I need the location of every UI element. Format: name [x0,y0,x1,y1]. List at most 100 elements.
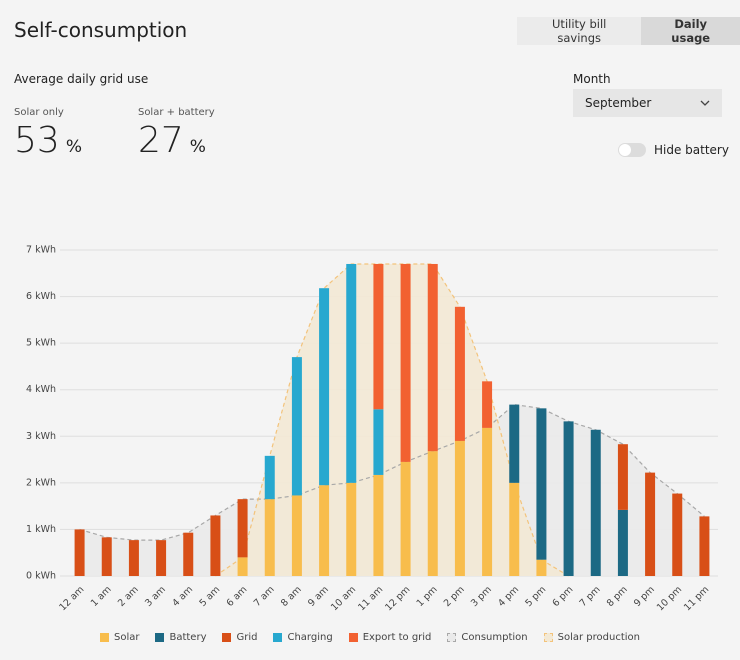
bar-segment [645,472,656,576]
area-fill [215,263,569,576]
legend-item: Grid [222,632,257,643]
x-tick-label: 9 pm [632,584,657,609]
x-tick-label: 11 am [356,584,385,613]
stat-value-row: 53% [14,120,82,161]
x-tick-label: 3 pm [469,584,494,609]
bar-segment [319,485,330,576]
stats: Solar only 53% Solar + battery 27% [14,107,215,161]
legend-label: Solar [113,632,140,643]
bar-segment [128,540,139,576]
bar-segment [210,515,221,576]
bar-segment [590,429,601,576]
x-tick-label: 9 am [306,584,331,609]
x-tick-label: 2 pm [442,584,467,609]
legend-swatch [447,633,457,642]
legend-label: Consumption [461,632,528,643]
tab[interactable]: Daily usage [641,17,740,45]
x-tick-label: 2 am [116,584,141,609]
legend-label: Battery [169,632,207,643]
x-tick-label: 7 pm [578,584,603,609]
x-tick-label: 7 am [252,584,277,609]
bar-segment [373,409,384,475]
legend-swatch [99,633,109,642]
summary-heading: Average daily grid use [14,72,149,86]
x-tick-label: 6 am [225,584,250,609]
bar-segment [427,451,438,576]
bar-segment [482,381,493,428]
x-tick-label: 6 pm [550,584,575,609]
bar-segment [427,263,438,452]
bar-segment [699,516,710,576]
y-tick-label: 4 kWh [26,384,56,395]
stat-label: Solar only [14,107,64,118]
tab-group: Utility bill savings Daily usage [517,17,740,45]
stat-unit: % [189,137,206,157]
legend-item: Solar production [543,632,640,643]
x-tick-label: 4 am [170,584,195,609]
y-tick-label: 1 kWh [26,524,56,535]
x-tick-label: 12 am [57,584,86,613]
x-tick-label: 1 pm [415,584,440,609]
stat-value-row: 27% [138,120,215,161]
bar-segment [101,537,112,576]
bar-segment [454,306,465,441]
stat: Solar + battery 27% [138,107,215,161]
bar-segment [264,455,275,500]
x-tick-label: 12 pm [383,584,412,613]
bar-segment [156,540,167,576]
month-label: Month [573,72,611,86]
legend-swatch [273,633,283,642]
bar-segment [454,440,465,576]
x-tick-label: 5 am [197,584,222,609]
x-tick-label: 8 am [279,584,304,609]
x-tick-label: 5 pm [523,584,548,609]
y-tick-label: 0 kWh [26,571,56,582]
page-title: Self-consumption [14,18,188,42]
legend-swatch [543,633,553,642]
stat-value: 27 [137,120,184,161]
month-value: September [585,96,652,110]
bar-segment [563,421,574,576]
toggle-row: Hide battery [618,143,729,157]
x-tick-label: 10 pm [655,584,684,613]
legend-swatch [222,633,232,642]
legend-label: Charging [287,632,333,643]
bar-segment [617,444,628,510]
toggle-switch[interactable] [618,143,646,157]
x-tick-label: 4 pm [496,584,521,609]
legend-label: Solar production [557,632,640,643]
y-tick-label: 6 kWh [26,291,56,302]
legend-swatch [155,633,165,642]
toggle-knob [619,144,631,156]
bar-segment [264,499,275,576]
x-tick-label: 10 am [329,584,358,613]
x-tick-label: 11 pm [682,584,711,613]
tab[interactable]: Utility bill savings [517,17,642,45]
y-tick-label: 7 kWh [26,245,56,256]
chevron [700,100,710,106]
bar-segment [617,509,628,576]
bar-segment [346,263,357,483]
bar-segment [482,427,493,576]
bar-segment [291,495,302,576]
x-tick-label: 1 am [89,584,114,609]
bar-segment [183,532,194,576]
bar-segment [536,559,547,576]
bar-segment [536,408,547,560]
y-tick-label: 2 kWh [26,477,56,488]
y-tick-label: 3 kWh [26,431,56,442]
x-tick-label: 3 am [143,584,168,609]
bar-segment [509,404,520,483]
bar-segment [400,461,411,576]
bar-segment [672,493,683,576]
bar-segment [400,263,411,462]
bar-segment [237,557,248,576]
bar-segment [373,263,384,410]
stat-value: 53 [14,120,60,161]
legend-swatch [348,633,358,642]
area-line [215,263,569,577]
month-dropdown[interactable]: September [573,89,722,117]
y-tick-label: 5 kWh [26,338,56,349]
